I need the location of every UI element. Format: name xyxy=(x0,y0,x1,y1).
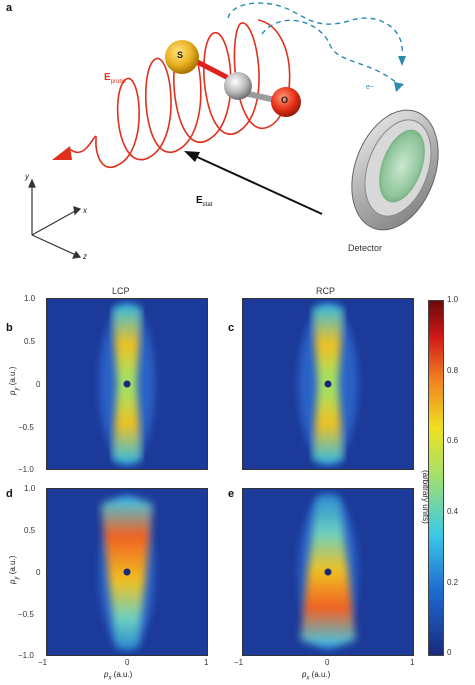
plot-d-frame xyxy=(46,488,208,656)
e-probe-label: Eprobe xyxy=(104,72,127,85)
plot-d-svg xyxy=(46,488,208,656)
electron-arrowhead-2 xyxy=(394,82,404,92)
plot-b-center-dot xyxy=(123,380,131,388)
panel-d-letter: d xyxy=(6,488,13,500)
y-axis-label-top: py (a.u.) xyxy=(8,366,20,395)
panel-a-schematic xyxy=(28,2,439,259)
plot-d-center-dot xyxy=(123,568,131,576)
y-tick-d-5: −1.0 xyxy=(18,651,34,660)
y-tick-d-1: 1.0 xyxy=(24,484,36,493)
y-axis-label-bottom: py (a.u.) xyxy=(8,555,20,584)
x-tick-d-3: 1 xyxy=(204,658,209,667)
plot-e-svg xyxy=(242,488,414,656)
helix-arrowhead xyxy=(52,146,72,160)
panel-e-letter: e xyxy=(228,488,235,500)
plot-b xyxy=(46,298,208,470)
x-tick-d-1: −1 xyxy=(38,658,48,667)
plot-c-svg xyxy=(242,298,414,470)
atom-s-label: S xyxy=(177,50,184,60)
plot-b-frame xyxy=(46,298,208,470)
electron-trajectories xyxy=(227,2,403,85)
x-tick-e-2: 0 xyxy=(325,658,330,667)
cbar-tick-6: 0 xyxy=(447,648,452,657)
coordinate-axes xyxy=(28,178,82,259)
panel-a-letter: a xyxy=(6,2,13,14)
axis-y-label: y xyxy=(25,172,29,181)
plot-d xyxy=(46,488,208,656)
electron-label: e− xyxy=(366,84,374,91)
electron-arrowhead-1 xyxy=(398,56,406,66)
title-rcp: RCP xyxy=(316,286,336,296)
plot-b-svg xyxy=(46,298,208,470)
y-tick-b-2: 0.5 xyxy=(24,337,36,346)
y-tick-d-3: 0 xyxy=(36,568,41,577)
e-stat-label: Estat xyxy=(196,195,213,208)
carbon-atom xyxy=(224,72,252,100)
x-axis-label-d: px (a.u.) xyxy=(104,670,133,682)
colorbar xyxy=(428,300,444,656)
x-axis-label-e: px (a.u.) xyxy=(302,670,331,682)
y-tick-d-2: 0.5 xyxy=(24,526,36,535)
x-tick-d-2: 0 xyxy=(125,658,130,667)
y-tick-d-4: −0.5 xyxy=(18,610,34,619)
detector-label: Detector xyxy=(348,243,383,253)
y-tick-b-4: −0.5 xyxy=(18,423,34,432)
x-tick-e-3: 1 xyxy=(410,658,415,667)
y-tick-b-5: −1.0 xyxy=(18,465,34,474)
cbar-tick-3: 0.6 xyxy=(447,436,459,445)
probe-helix xyxy=(65,19,291,169)
colorbar-label: (arbitrary units) xyxy=(421,470,430,524)
cbar-tick-1: 1.0 xyxy=(447,295,459,304)
plot-c-frame xyxy=(242,298,414,470)
plot-e-frame xyxy=(242,488,414,656)
plot-e-center-dot xyxy=(324,568,332,576)
panel-c-letter: c xyxy=(228,322,235,334)
x-tick-e-1: −1 xyxy=(234,658,244,667)
panel-b-letter: b xyxy=(6,322,13,334)
atom-o-label: O xyxy=(281,95,289,105)
cbar-tick-5: 0.2 xyxy=(447,578,459,587)
axis-x-label: x xyxy=(83,206,87,215)
sulfur-atom xyxy=(165,40,199,74)
cbar-tick-2: 0.8 xyxy=(447,366,459,375)
cbar-tick-4: 0.4 xyxy=(447,507,459,516)
y-tick-b-3: 0 xyxy=(36,380,41,389)
y-tick-b-1: 1.0 xyxy=(24,294,36,303)
plot-e xyxy=(242,488,414,656)
title-lcp: LCP xyxy=(112,286,130,296)
estat-arrow xyxy=(194,155,323,215)
plot-c-center-dot xyxy=(324,380,332,388)
axis-z-label: z xyxy=(83,252,87,261)
oxygen-atom xyxy=(271,87,301,117)
plot-c xyxy=(242,298,414,470)
estat-arrowhead xyxy=(184,151,200,162)
detector xyxy=(351,109,439,231)
